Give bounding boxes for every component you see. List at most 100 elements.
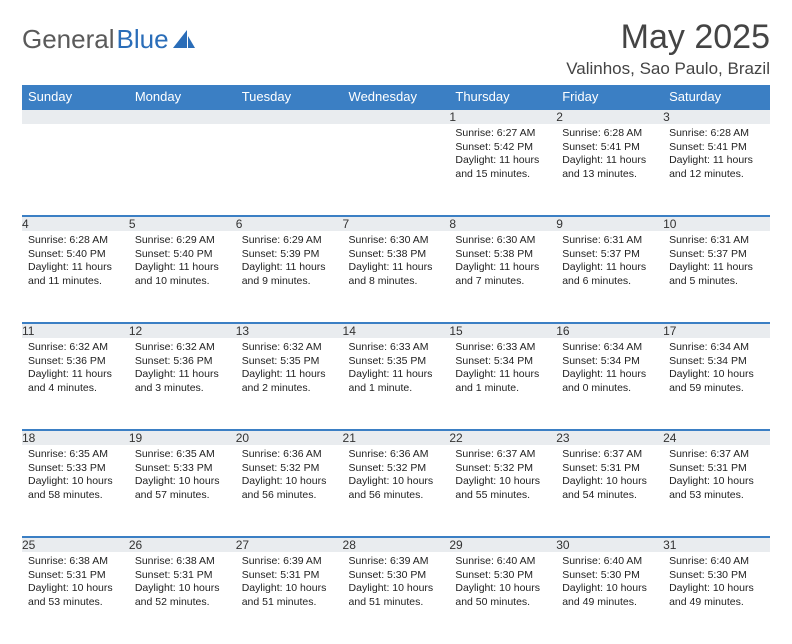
week-row: Sunrise: 6:27 AMSunset: 5:42 PMDaylight:… xyxy=(22,124,770,216)
day-number-cell: 9 xyxy=(556,216,663,231)
week-row: Sunrise: 6:35 AMSunset: 5:33 PMDaylight:… xyxy=(22,445,770,537)
daylight-text: Daylight: 10 hours and 56 minutes. xyxy=(349,475,444,502)
brand-word-2: Blue xyxy=(117,24,169,55)
day-detail: Sunrise: 6:36 AMSunset: 5:32 PMDaylight:… xyxy=(236,445,343,509)
daylight-text: Daylight: 10 hours and 58 minutes. xyxy=(28,475,123,502)
daylight-text: Daylight: 11 hours and 9 minutes. xyxy=(242,261,337,288)
sunrise-text: Sunrise: 6:34 AM xyxy=(669,341,764,355)
day-cell: Sunrise: 6:40 AMSunset: 5:30 PMDaylight:… xyxy=(556,552,663,644)
daynum-row: 45678910 xyxy=(22,216,770,231)
daylight-text: Daylight: 11 hours and 2 minutes. xyxy=(242,368,337,395)
sunset-text: Sunset: 5:34 PM xyxy=(562,355,657,369)
daylight-text: Daylight: 11 hours and 1 minute. xyxy=(349,368,444,395)
day-detail: Sunrise: 6:30 AMSunset: 5:38 PMDaylight:… xyxy=(343,231,450,295)
day-cell: Sunrise: 6:34 AMSunset: 5:34 PMDaylight:… xyxy=(663,338,770,430)
day-detail: Sunrise: 6:29 AMSunset: 5:40 PMDaylight:… xyxy=(129,231,236,295)
day-number-cell: 30 xyxy=(556,537,663,552)
day-number-cell: 24 xyxy=(663,430,770,445)
day-cell xyxy=(343,124,450,216)
page-header: GeneralBlue May 2025 Valinhos, Sao Paulo… xyxy=(22,18,770,79)
sunset-text: Sunset: 5:31 PM xyxy=(242,569,337,583)
day-detail: Sunrise: 6:33 AMSunset: 5:35 PMDaylight:… xyxy=(343,338,450,402)
sunrise-text: Sunrise: 6:38 AM xyxy=(135,555,230,569)
day-cell xyxy=(22,124,129,216)
day-number-cell: 11 xyxy=(22,323,129,338)
day-detail: Sunrise: 6:34 AMSunset: 5:34 PMDaylight:… xyxy=(556,338,663,402)
daylight-text: Daylight: 11 hours and 0 minutes. xyxy=(562,368,657,395)
day-cell: Sunrise: 6:30 AMSunset: 5:38 PMDaylight:… xyxy=(343,231,450,323)
sunrise-text: Sunrise: 6:40 AM xyxy=(669,555,764,569)
day-detail: Sunrise: 6:37 AMSunset: 5:32 PMDaylight:… xyxy=(449,445,556,509)
sunset-text: Sunset: 5:33 PM xyxy=(28,462,123,476)
day-detail: Sunrise: 6:28 AMSunset: 5:40 PMDaylight:… xyxy=(22,231,129,295)
day-cell: Sunrise: 6:32 AMSunset: 5:35 PMDaylight:… xyxy=(236,338,343,430)
day-detail: Sunrise: 6:32 AMSunset: 5:35 PMDaylight:… xyxy=(236,338,343,402)
day-detail: Sunrise: 6:27 AMSunset: 5:42 PMDaylight:… xyxy=(449,124,556,188)
day-detail: Sunrise: 6:32 AMSunset: 5:36 PMDaylight:… xyxy=(129,338,236,402)
daylight-text: Daylight: 11 hours and 4 minutes. xyxy=(28,368,123,395)
daylight-text: Daylight: 10 hours and 53 minutes. xyxy=(28,582,123,609)
sunset-text: Sunset: 5:38 PM xyxy=(349,248,444,262)
daynum-row: 123 xyxy=(22,109,770,124)
weekday-header: Thursday xyxy=(449,85,556,109)
sunset-text: Sunset: 5:40 PM xyxy=(135,248,230,262)
day-cell: Sunrise: 6:37 AMSunset: 5:32 PMDaylight:… xyxy=(449,445,556,537)
sunrise-text: Sunrise: 6:40 AM xyxy=(562,555,657,569)
sunset-text: Sunset: 5:37 PM xyxy=(562,248,657,262)
sunrise-text: Sunrise: 6:31 AM xyxy=(669,234,764,248)
day-detail: Sunrise: 6:28 AMSunset: 5:41 PMDaylight:… xyxy=(556,124,663,188)
day-number-cell: 8 xyxy=(449,216,556,231)
weekday-header: Saturday xyxy=(663,85,770,109)
daylight-text: Daylight: 10 hours and 53 minutes. xyxy=(669,475,764,502)
day-number-cell: 14 xyxy=(343,323,450,338)
brand-word-1: General xyxy=(22,24,115,55)
day-cell: Sunrise: 6:32 AMSunset: 5:36 PMDaylight:… xyxy=(129,338,236,430)
sunrise-text: Sunrise: 6:29 AM xyxy=(135,234,230,248)
sunset-text: Sunset: 5:32 PM xyxy=(242,462,337,476)
day-cell: Sunrise: 6:33 AMSunset: 5:34 PMDaylight:… xyxy=(449,338,556,430)
day-cell: Sunrise: 6:39 AMSunset: 5:30 PMDaylight:… xyxy=(343,552,450,644)
sunrise-text: Sunrise: 6:38 AM xyxy=(28,555,123,569)
month-title: May 2025 xyxy=(566,18,770,57)
weekday-header: Wednesday xyxy=(343,85,450,109)
day-cell: Sunrise: 6:29 AMSunset: 5:39 PMDaylight:… xyxy=(236,231,343,323)
daylight-text: Daylight: 11 hours and 13 minutes. xyxy=(562,154,657,181)
sunset-text: Sunset: 5:31 PM xyxy=(28,569,123,583)
daylight-text: Daylight: 11 hours and 7 minutes. xyxy=(455,261,550,288)
day-number-cell: 17 xyxy=(663,323,770,338)
day-cell xyxy=(236,124,343,216)
sunset-text: Sunset: 5:31 PM xyxy=(669,462,764,476)
sunset-text: Sunset: 5:40 PM xyxy=(28,248,123,262)
day-cell: Sunrise: 6:29 AMSunset: 5:40 PMDaylight:… xyxy=(129,231,236,323)
day-cell: Sunrise: 6:33 AMSunset: 5:35 PMDaylight:… xyxy=(343,338,450,430)
day-number-cell: 25 xyxy=(22,537,129,552)
sunrise-text: Sunrise: 6:28 AM xyxy=(562,127,657,141)
day-cell xyxy=(129,124,236,216)
day-number-cell: 15 xyxy=(449,323,556,338)
day-cell: Sunrise: 6:40 AMSunset: 5:30 PMDaylight:… xyxy=(663,552,770,644)
day-number-cell: 6 xyxy=(236,216,343,231)
sunrise-text: Sunrise: 6:28 AM xyxy=(28,234,123,248)
day-cell: Sunrise: 6:35 AMSunset: 5:33 PMDaylight:… xyxy=(22,445,129,537)
day-cell: Sunrise: 6:37 AMSunset: 5:31 PMDaylight:… xyxy=(556,445,663,537)
day-number-cell: 2 xyxy=(556,109,663,124)
daylight-text: Daylight: 11 hours and 1 minute. xyxy=(455,368,550,395)
week-row: Sunrise: 6:38 AMSunset: 5:31 PMDaylight:… xyxy=(22,552,770,644)
day-detail: Sunrise: 6:35 AMSunset: 5:33 PMDaylight:… xyxy=(22,445,129,509)
sunset-text: Sunset: 5:34 PM xyxy=(455,355,550,369)
sunrise-text: Sunrise: 6:39 AM xyxy=(242,555,337,569)
day-cell: Sunrise: 6:32 AMSunset: 5:36 PMDaylight:… xyxy=(22,338,129,430)
day-number-cell: 28 xyxy=(343,537,450,552)
day-detail: Sunrise: 6:40 AMSunset: 5:30 PMDaylight:… xyxy=(556,552,663,616)
weekday-header: Sunday xyxy=(22,85,129,109)
daylight-text: Daylight: 10 hours and 51 minutes. xyxy=(349,582,444,609)
sunset-text: Sunset: 5:39 PM xyxy=(242,248,337,262)
day-detail: Sunrise: 6:33 AMSunset: 5:34 PMDaylight:… xyxy=(449,338,556,402)
day-number-cell: 31 xyxy=(663,537,770,552)
sunset-text: Sunset: 5:41 PM xyxy=(562,141,657,155)
daynum-row: 18192021222324 xyxy=(22,430,770,445)
day-number-cell xyxy=(343,109,450,124)
daynum-row: 11121314151617 xyxy=(22,323,770,338)
daylight-text: Daylight: 11 hours and 12 minutes. xyxy=(669,154,764,181)
day-number-cell: 13 xyxy=(236,323,343,338)
